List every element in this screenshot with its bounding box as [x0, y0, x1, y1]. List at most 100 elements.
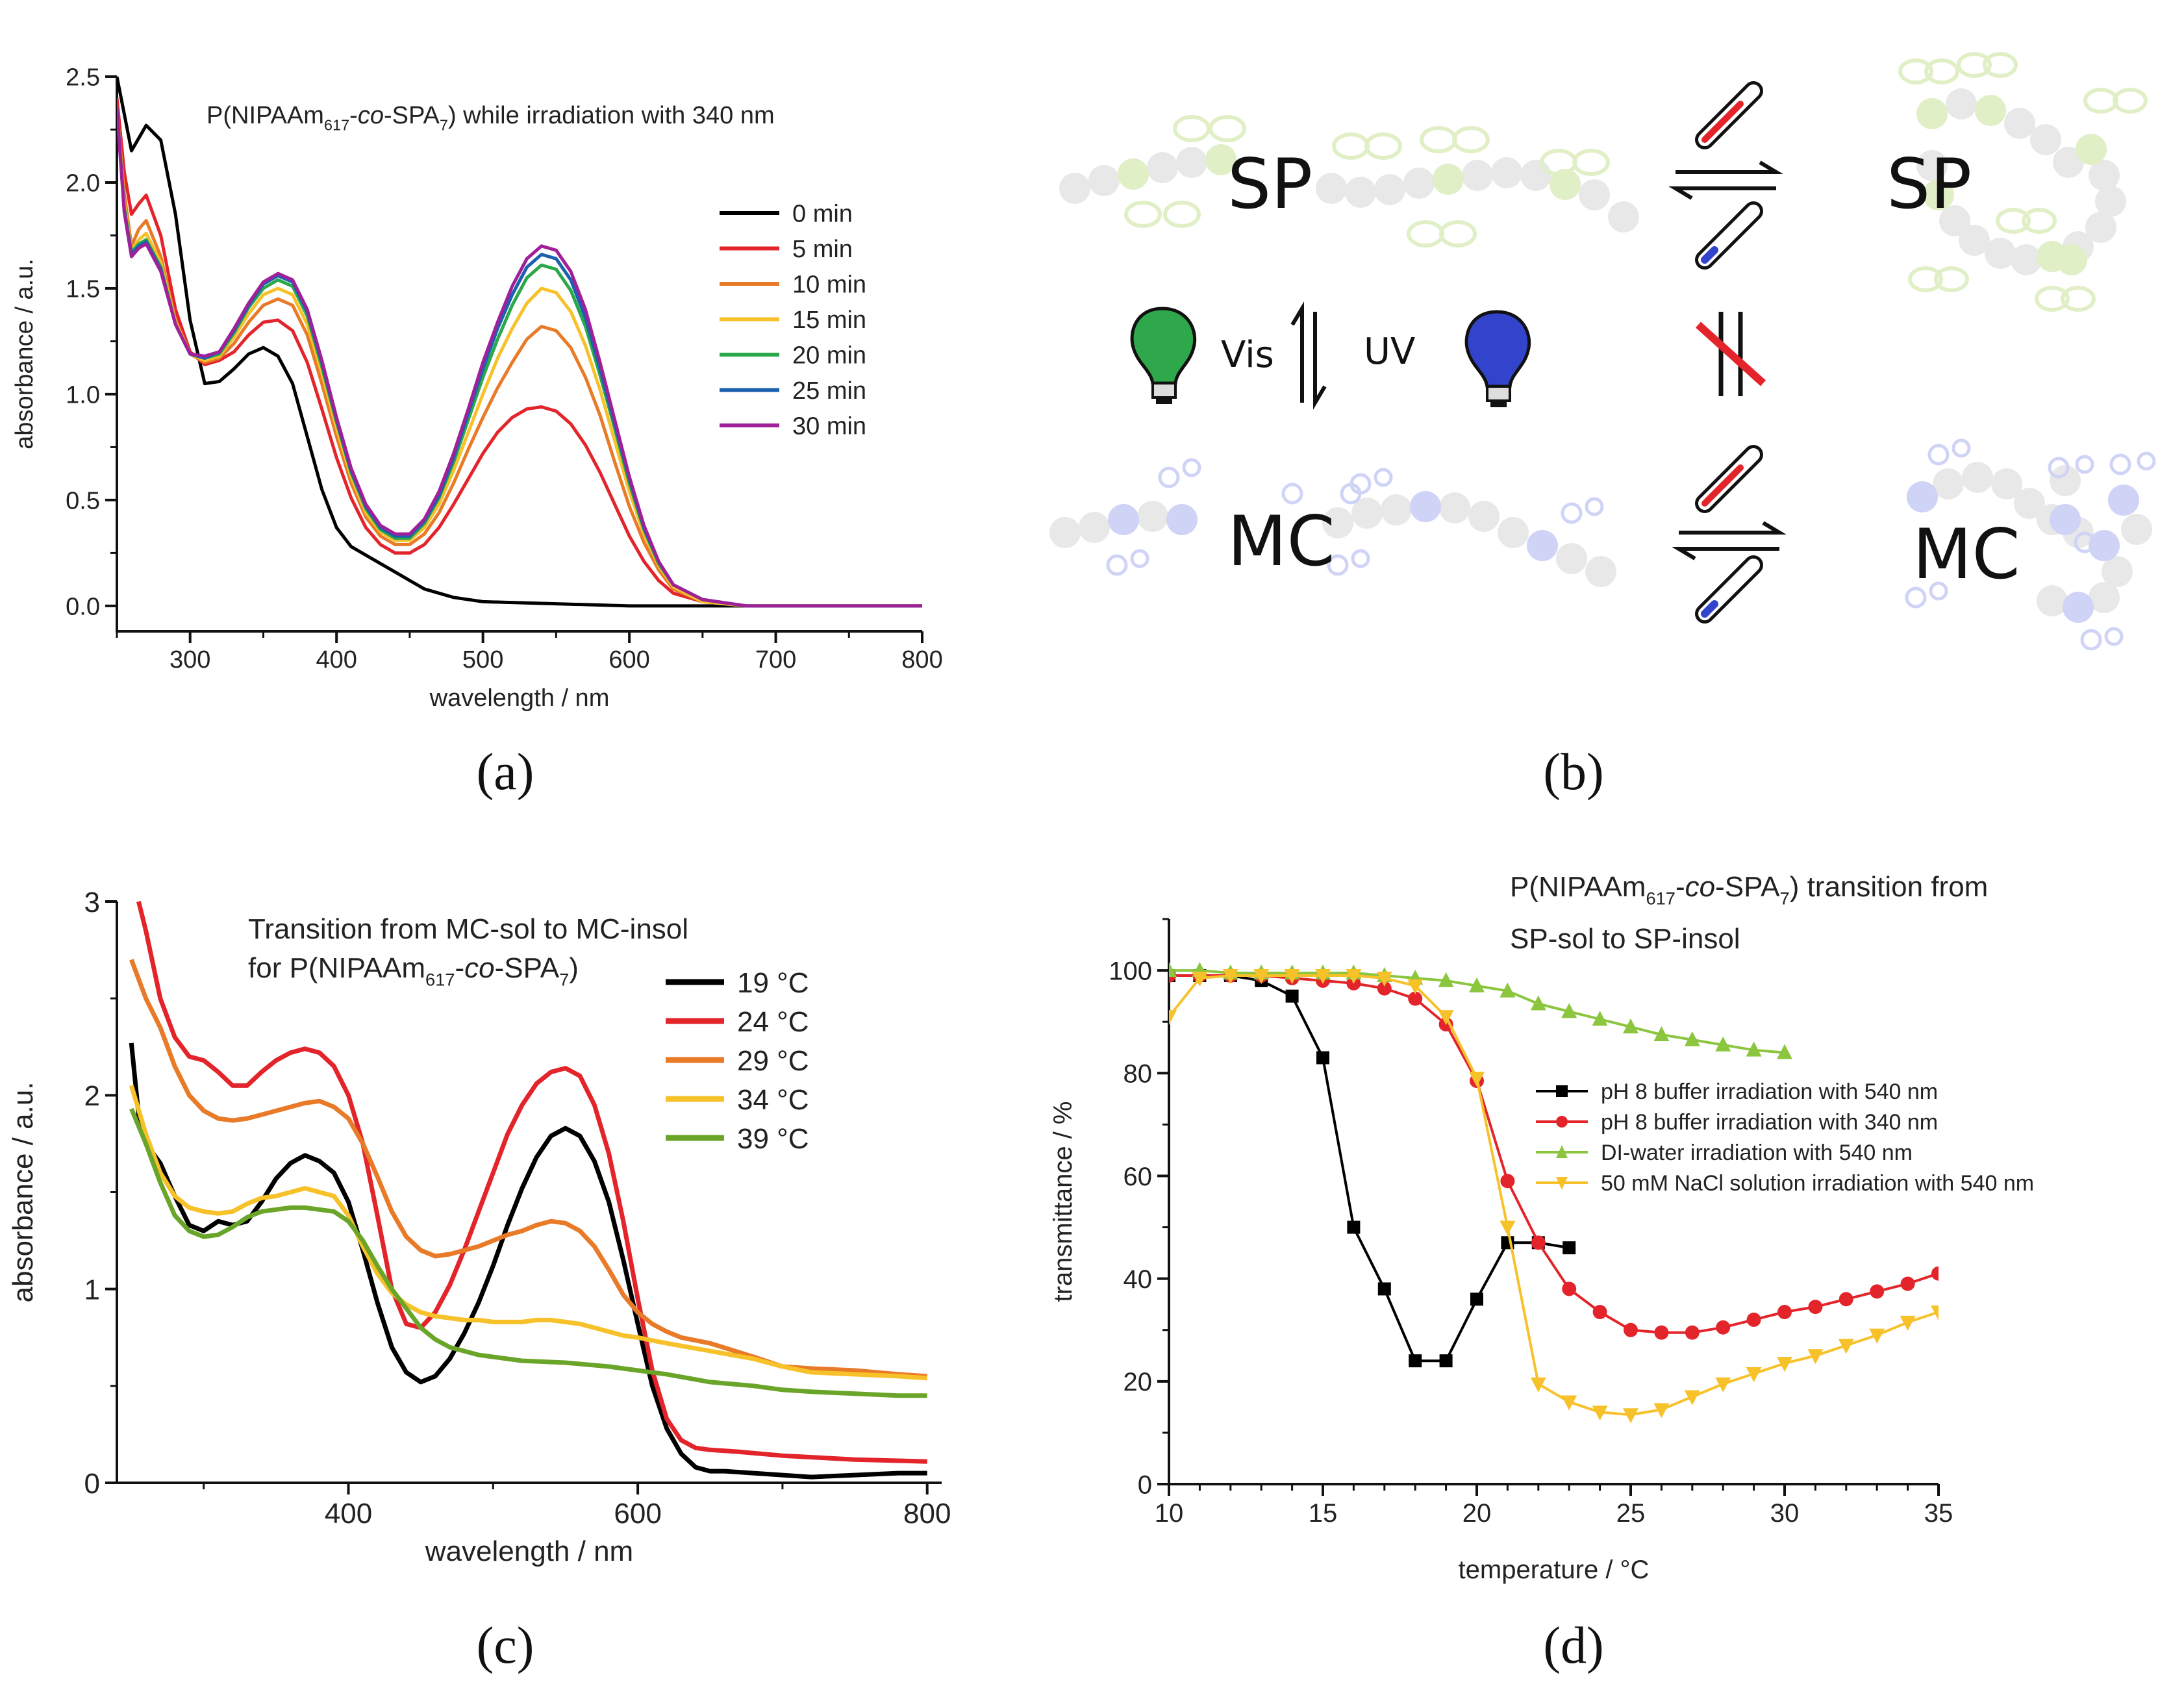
data-point: [1408, 991, 1423, 1006]
x-axis-label: wavelength / nm: [425, 1535, 633, 1567]
chart-a-title: P(NIPAAm617-co-SPA7) while irradiation w…: [207, 102, 775, 134]
thermometer-hot-icon: [1695, 445, 1763, 513]
thermometer-hot-icon: [1695, 81, 1763, 149]
data-point: [1870, 1284, 1885, 1299]
data-point: [1470, 1293, 1483, 1306]
chart-a-series: [117, 76, 922, 608]
data-point: [1500, 1220, 1516, 1236]
data-point: [1169, 1010, 1177, 1026]
x-tick-label: 10: [1155, 1499, 1184, 1528]
x-tick-label: 800: [903, 1498, 951, 1530]
y-tick-label: 2.0: [66, 170, 100, 197]
legend-label: DI-water irradiation with 540 nm: [1601, 1141, 1913, 1165]
x-tick-label: 700: [755, 646, 796, 674]
data-point: [1409, 1354, 1422, 1368]
series-line-0: [117, 76, 922, 608]
x-axis-label: wavelength / nm: [429, 685, 610, 712]
mc-left-polymer-chain: [1049, 458, 1616, 587]
legend-marker: [1556, 1116, 1568, 1128]
chart-c-title-line1: Transition from MC-sol to MC-insol: [248, 913, 688, 945]
data-point: [1500, 982, 1516, 998]
x-tick-label: 20: [1462, 1499, 1492, 1528]
legend-marker: [1556, 1085, 1568, 1097]
series-line-4: [129, 1107, 927, 1398]
uv-label: UV: [1364, 331, 1415, 373]
data-point: [1439, 1354, 1453, 1368]
x-tick-label: 25: [1616, 1499, 1646, 1528]
data-point: [1469, 977, 1485, 992]
y-tick-label: 3: [84, 887, 100, 918]
data-point: [1253, 969, 1270, 984]
data-point: [1715, 1377, 1731, 1393]
data-point: [1315, 969, 1331, 984]
x-tick-label: 400: [325, 1498, 372, 1530]
data-point: [1746, 1041, 1762, 1057]
legend-label: 0 min: [792, 201, 853, 228]
series-line-1: [136, 901, 927, 1464]
chart-d-axis-lines: [1168, 919, 1939, 1485]
data-point: [1376, 971, 1392, 987]
data-point: [1561, 1395, 1577, 1411]
legend-label: 50 mM NaCl solution irradiation with 540…: [1601, 1171, 2034, 1196]
chart-c-legend: 19 °C 24 °C 29 °C 34 °C 39 °C: [666, 967, 809, 1155]
legend-label: 30 min: [792, 413, 866, 440]
data-point: [1777, 1044, 1792, 1059]
y-tick-label: 1.0: [66, 382, 100, 409]
data-point: [1592, 1305, 1607, 1320]
mc-temperature-equilibrium-arrows: [1672, 521, 1787, 561]
x-tick-label: 15: [1309, 1499, 1338, 1528]
data-point: [1438, 1010, 1454, 1026]
sp-left-polymer-chain: [1059, 115, 1639, 247]
mc-right-polymer-coil: [1905, 438, 2156, 651]
data-point: [1807, 1349, 1824, 1365]
data-point: [1285, 989, 1299, 1003]
chart-a-legend: 0 min 5 min 10 min 15 min 20 min 25 min 30 min: [720, 201, 866, 440]
data-point: [1407, 979, 1424, 994]
data-point: [1869, 1328, 1885, 1344]
x-axis-label: temperature / °C: [1459, 1556, 1650, 1584]
x-tick-label: 30: [1770, 1499, 1800, 1528]
blocked-equilibrium-icon: [1695, 312, 1766, 396]
chart-d-axes: 10 15 20 25 30 35 0 20 40 60 80 100 temperature / °C…: [1049, 918, 1953, 1584]
x-tick-label: 35: [1924, 1499, 1953, 1528]
data-point: [1777, 1305, 1792, 1320]
legend-label: 34 °C: [737, 1084, 809, 1116]
data-point: [1808, 1300, 1823, 1315]
legend-label: 10 min: [792, 271, 866, 299]
legend-label: 5 min: [792, 236, 853, 263]
data-point: [1192, 971, 1208, 987]
data-point: [1531, 1235, 1546, 1250]
data-point: [1377, 1282, 1391, 1296]
mc-left-label: MC: [1227, 501, 1335, 581]
x-tick-label: 600: [614, 1498, 661, 1530]
y-tick-label: 2.5: [66, 64, 100, 92]
y-axis-label: absorbance / a.u.: [11, 259, 38, 449]
sp-temperature-equilibrium-arrows: [1668, 160, 1783, 200]
y-tick-label: 0: [1138, 1470, 1152, 1499]
y-axis-label: transmittance / %: [1049, 1101, 1077, 1302]
data-point: [1563, 1241, 1576, 1255]
sp-left-label: SP: [1227, 144, 1312, 224]
legend-marker: [1556, 1145, 1568, 1158]
data-point: [1746, 1312, 1761, 1327]
data-point: [1931, 1266, 1939, 1281]
data-point: [1530, 995, 1546, 1011]
chart-c-title-line2: for P(NIPAAm617-co-SPA7): [248, 952, 579, 989]
panel-label-a: (a): [477, 744, 534, 801]
green-lightbulb-icon: [1130, 307, 1197, 404]
legend-label: pH 8 buffer irradiation with 340 nm: [1601, 1110, 1938, 1135]
data-point: [1900, 1315, 1916, 1331]
legend-label: 19 °C: [737, 967, 809, 999]
vis-label: Vis: [1221, 334, 1274, 376]
chart-c-axis-lines: [116, 902, 942, 1484]
chart-d-title-line2: SP-sol to SP-insol: [1510, 923, 1740, 955]
data-point: [1746, 1367, 1762, 1382]
data-point: [1684, 1390, 1700, 1406]
data-point: [1561, 1003, 1577, 1018]
y-tick-label: 80: [1123, 1060, 1153, 1089]
thermometer-cold-icon: [1695, 201, 1763, 270]
y-tick-label: 0.5: [66, 488, 100, 515]
data-point: [1684, 1031, 1700, 1046]
data-point: [1715, 1036, 1731, 1052]
